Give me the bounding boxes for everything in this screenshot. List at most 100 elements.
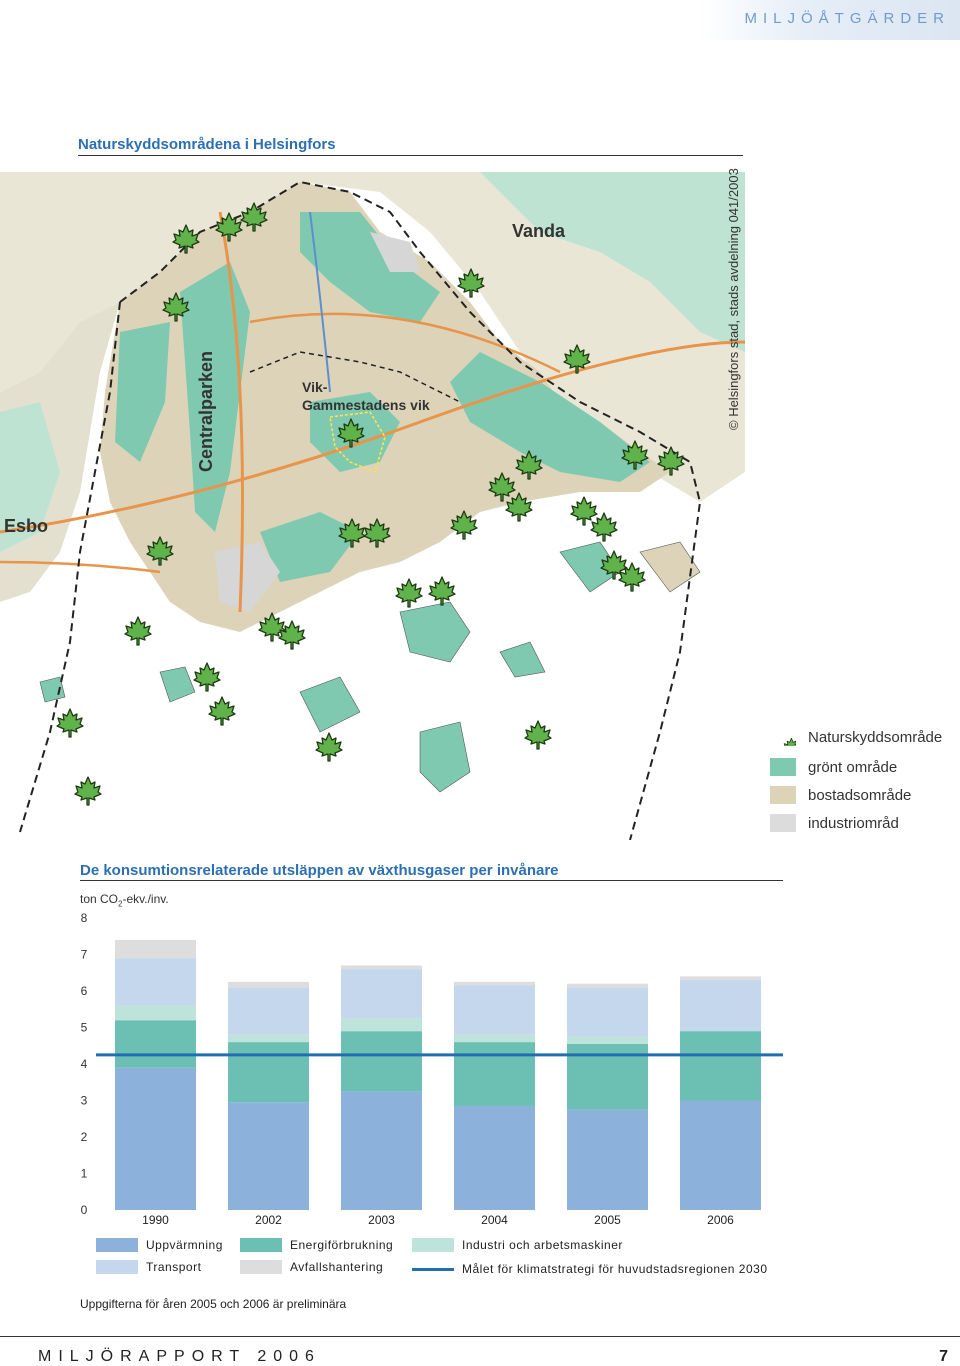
legend-swatch (770, 814, 796, 832)
bar-segment (115, 1067, 196, 1210)
bar-segment (567, 1036, 648, 1044)
bar-segment (341, 1091, 422, 1210)
bar-segment (454, 985, 535, 1035)
legend-item-naturskyddsomrade: Naturskyddsområde (770, 726, 942, 748)
bar-segment (228, 981, 309, 988)
map-label-esbo: Esbo (4, 516, 48, 536)
legend-item-gront-omrade: grönt område (770, 756, 897, 778)
y-tick-label: 3 (81, 1094, 88, 1108)
chart-ylabel: ton CO2-ekv./inv. (80, 892, 169, 908)
map-green-esbo (0, 402, 60, 552)
bar-segment (228, 1102, 309, 1210)
map-vik-reserve-outline (329, 411, 386, 474)
map-label-vik-line1: Vik- (302, 379, 328, 395)
maple-leaf-icon (770, 728, 796, 746)
legend-label: industriområd (808, 814, 899, 832)
emissions-bar-chart: 0 1 2 3 4 5 6 7 8 1990 2002 2003 2004 2005 2006 (81, 911, 783, 1227)
legend-swatch (96, 1238, 138, 1252)
x-tick-label: 2005 (594, 1213, 621, 1227)
chart-title-divider (80, 880, 783, 881)
map-island-6 (499, 641, 546, 678)
legend-label: Naturskyddsområde (808, 728, 943, 746)
legend-label: grönt område (808, 758, 898, 776)
bar-segment (454, 981, 535, 986)
chart-legend-item: Uppvärmning (96, 1238, 223, 1252)
legend-line (412, 1267, 454, 1271)
x-tick-label: 2002 (255, 1213, 282, 1227)
x-tick-label: 2003 (368, 1213, 395, 1227)
bar-segment (115, 958, 196, 1006)
map-green-east (450, 352, 650, 482)
bar-segment (680, 1031, 761, 1101)
bar-segment (341, 969, 422, 1019)
bar-segment (115, 939, 196, 959)
bar-segment (228, 1042, 309, 1103)
x-tick-label: 2006 (707, 1213, 734, 1227)
bar-segment (228, 1034, 309, 1043)
helsinki-map: Vanda Centralparken Vik- Gammestadens vi… (0, 172, 960, 840)
map-title-divider (78, 155, 743, 156)
map-island-7 (299, 676, 361, 733)
legend-item-bostadsomrade: bostadsområde (770, 784, 911, 806)
map-green-vanda (480, 172, 745, 352)
bar-segment (454, 1034, 535, 1043)
legend-label: Energiförbrukning (290, 1238, 394, 1252)
legend-swatch (770, 758, 796, 776)
map-road-1 (0, 340, 746, 534)
footnote: Uppgifterna för åren 2005 och 2006 är pr… (80, 1297, 347, 1311)
bar-segment (567, 983, 648, 988)
bar-segment (454, 1105, 535, 1210)
bar-segment (567, 1109, 648, 1210)
map-island-3 (419, 721, 471, 793)
bar-segment (341, 1031, 422, 1092)
chart-legend-item: Avfallshantering (240, 1260, 383, 1274)
map-land-vanda (0, 172, 745, 502)
footer-divider (0, 1336, 960, 1337)
map-green-centralparken (180, 262, 250, 532)
bar-segment (341, 965, 422, 970)
header-band (700, 0, 960, 40)
legend-swatch (240, 1238, 282, 1252)
map-green-west (115, 322, 170, 462)
map-river (309, 211, 331, 393)
bar-segment (341, 1018, 422, 1032)
map-island-2 (159, 666, 196, 703)
bar-segment (680, 980, 761, 1032)
map-green-south (260, 512, 360, 582)
legend-swatch (770, 786, 796, 804)
x-tick-label: 1990 (142, 1213, 169, 1227)
legend-label: Målet för klimatstrategi för huvudstadsr… (462, 1262, 768, 1276)
page-number: 7 (939, 1348, 948, 1365)
bar-segment (680, 1100, 761, 1210)
map-industrial-center (215, 542, 280, 612)
ylabel-rest: -ekv./inv. (122, 892, 169, 906)
map-label-vik-line2: Gammestadens vik (302, 397, 430, 413)
map-road-3 (249, 312, 561, 374)
ylabel-sub: 2 (118, 899, 123, 909)
chart-title: De konsumtionsrelaterade utsläppen av vä… (80, 862, 559, 879)
bar-segment (567, 987, 648, 1037)
bar-segment (115, 1020, 196, 1068)
y-tick-label: 5 (81, 1021, 88, 1035)
bar-segment (680, 976, 761, 981)
map-island-5 (639, 541, 701, 593)
legend-label: Industri och arbetsmaskiner (462, 1238, 623, 1252)
y-tick-label: 2 (81, 1130, 88, 1144)
map-title: Naturskyddsområdena i Helsingfors (78, 136, 336, 153)
map-credit: © Helsingfors stad, stads avdelning 041/… (726, 168, 741, 430)
legend-swatch (96, 1260, 138, 1274)
y-tick-label: 8 (81, 911, 88, 925)
chart-legend-item: Industri och arbetsmaskiner (412, 1238, 623, 1252)
chart-legend-item: Målet för klimatstrategi för huvudstadsr… (412, 1262, 768, 1276)
map-green-north (300, 212, 440, 322)
legend-label: Uppvärmning (146, 1238, 223, 1252)
map-road-2 (218, 211, 244, 613)
section-title: MILJÖÅTGÄRDER (744, 10, 950, 27)
legend-swatch (240, 1260, 282, 1274)
ylabel-main: ton CO (80, 892, 119, 906)
legend-swatch (412, 1238, 454, 1252)
chart-legend-item: Transport (96, 1260, 201, 1274)
map-industrial-north (370, 232, 420, 272)
bar-segment (115, 1005, 196, 1021)
bar-segment (228, 987, 309, 1035)
